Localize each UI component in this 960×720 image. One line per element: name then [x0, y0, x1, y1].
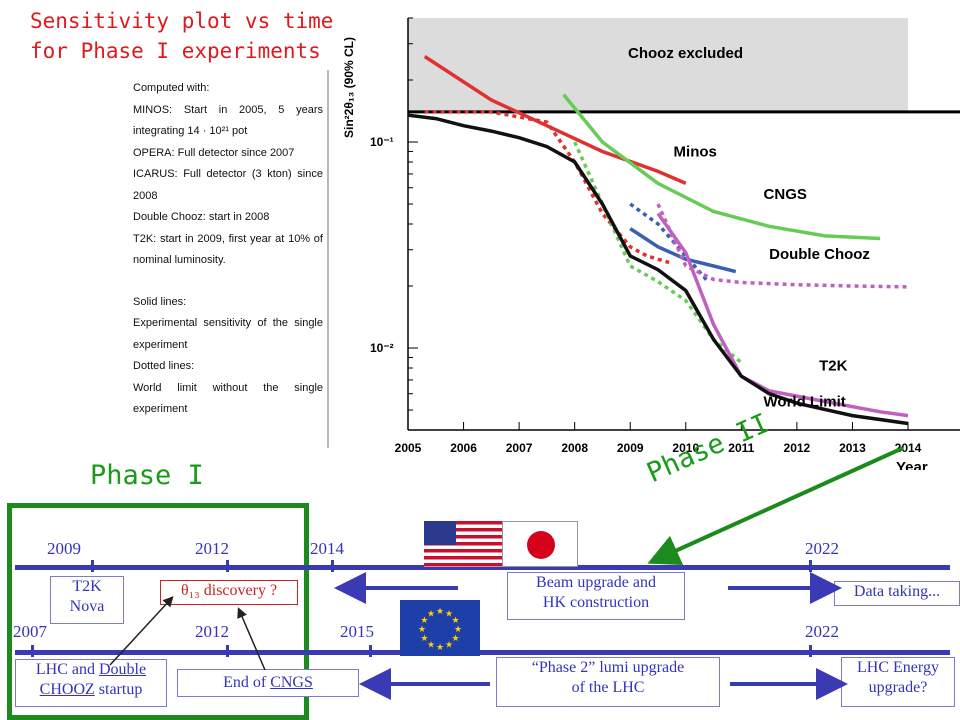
- svg-text:★: ★: [418, 625, 426, 635]
- x-tick-label: 2013: [839, 441, 866, 455]
- note-opera: OPERA: Full detector since 2007: [133, 146, 295, 159]
- timeline-bar-1: [15, 565, 950, 570]
- x-tick-label: 2010: [672, 441, 699, 455]
- tick: [91, 560, 94, 572]
- x-tick-label: 2006: [450, 441, 477, 455]
- note-minos: MINOS: Start in 2005, 5 years integratin…: [133, 103, 323, 138]
- tick: [369, 645, 372, 657]
- svg-text:★: ★: [420, 616, 428, 626]
- svg-text:★: ★: [436, 607, 444, 617]
- japan-flag: [502, 521, 578, 567]
- x-tick-label: 2005: [395, 441, 422, 455]
- end-of-text: End of: [223, 674, 271, 691]
- note-icarus: ICARUS: Full detector (3 kton) since 200…: [133, 168, 323, 202]
- lhc-text: LHC and: [35, 661, 99, 678]
- y-tick-label: 10⁻²: [370, 341, 394, 355]
- phase1-label: Phase I: [90, 460, 204, 491]
- excluded-region: [408, 18, 908, 112]
- x-axis-label: Year: [896, 459, 928, 470]
- dotted-heading: Dotted lines:: [133, 360, 195, 372]
- tick: [31, 645, 34, 657]
- x-tick-label: 2011: [728, 441, 754, 455]
- series-line: [629, 227, 737, 274]
- divider: [327, 70, 329, 448]
- theta13-discovery-box: θ₁₃ discovery ?: [160, 580, 298, 605]
- year-2009: 2009: [47, 539, 81, 559]
- series-label: T2K: [819, 357, 848, 374]
- svg-text:★: ★: [454, 625, 462, 635]
- computation-notes: Computed with: MINOS: Start in 2005, 5 y…: [133, 78, 323, 421]
- series-line: [629, 202, 710, 283]
- x-tick-label: 2007: [506, 441, 533, 455]
- cngs-link[interactable]: CNGS: [270, 674, 313, 691]
- notes-heading: Computed with:: [133, 82, 210, 94]
- note-t2k: T2K: start in 2009, first year at 10% of…: [133, 232, 323, 267]
- year-2014: 2014: [310, 539, 344, 559]
- note-double-chooz: Double Chooz: start in 2008: [133, 211, 270, 223]
- svg-text:★: ★: [452, 634, 460, 644]
- usa-flag: [424, 521, 502, 567]
- energy-upgrade-box: LHC Energy upgrade?: [841, 657, 955, 707]
- series-line: [407, 113, 909, 426]
- x-tick-label: 2014: [895, 441, 922, 455]
- tick: [809, 645, 812, 657]
- year-2007: 2007: [13, 622, 47, 642]
- series-label: World Limit: [764, 394, 846, 411]
- svg-text:★: ★: [420, 634, 428, 644]
- solid-heading: Solid lines:: [133, 295, 187, 308]
- dotted-text: World limit without the single experimen…: [133, 381, 323, 416]
- tick: [331, 560, 334, 572]
- svg-text:★: ★: [427, 609, 435, 619]
- year-2022: 2022: [805, 539, 839, 559]
- svg-text:★: ★: [436, 643, 444, 653]
- data-taking-box: Data taking...: [834, 581, 960, 606]
- y-tick-label: 10⁻¹: [370, 135, 394, 149]
- y-axis-label: Sin²2θ₁₃ (90% CL): [342, 37, 356, 138]
- series-line: [424, 110, 670, 265]
- phase2-arrow: [647, 446, 904, 565]
- eu-flag: ★ ★ ★ ★ ★ ★ ★ ★ ★ ★ ★ ★: [400, 600, 480, 656]
- year-2012-b: 2012: [195, 622, 229, 642]
- series-line: [656, 203, 909, 289]
- end-of-cngs-box: End of CNGS: [177, 669, 359, 697]
- svg-text:★: ★: [452, 616, 460, 626]
- chooz-link[interactable]: CHOOZ: [39, 681, 95, 698]
- startup-text: startup: [94, 681, 143, 698]
- t2k-nova-box: T2K Nova: [50, 576, 124, 624]
- x-tick-label: 2012: [784, 441, 811, 455]
- slide-title: Sensitivity plot vs time for Phase I exp…: [30, 9, 334, 63]
- lhc-double-chooz-box: LHC and Double CHOOZ startup: [15, 659, 167, 707]
- series-label: CNGS: [764, 186, 807, 203]
- series-label: Minos: [674, 144, 717, 161]
- series-label: Double Chooz: [769, 246, 870, 263]
- x-tick-label: 2008: [561, 441, 588, 455]
- sensitivity-chart: Chooz excluded 10⁻¹ 10⁻² 2005 2006 2007 2008 20…: [342, 17, 960, 470]
- svg-text:★: ★: [427, 641, 435, 651]
- series-line: [423, 55, 687, 186]
- lumi-upgrade-box: “Phase 2” lumi upgrade of the LHC: [496, 657, 720, 707]
- beam-upgrade-box: Beam upgrade and HK construction: [507, 572, 685, 620]
- excluded-label: Chooz excluded: [628, 45, 743, 62]
- tick: [226, 560, 229, 572]
- year-2012: 2012: [195, 539, 229, 559]
- double-link[interactable]: Double: [99, 661, 147, 678]
- x-tick-label: 2009: [617, 441, 644, 455]
- phase1-highlight-box: [7, 503, 309, 720]
- timeline-bar-2: [15, 650, 950, 655]
- series-line: [562, 93, 881, 241]
- year-2015: 2015: [340, 622, 374, 642]
- svg-text:★: ★: [445, 609, 453, 619]
- tick: [226, 645, 229, 657]
- svg-text:★: ★: [445, 641, 453, 651]
- year-2022-b: 2022: [805, 622, 839, 642]
- tick: [809, 560, 812, 572]
- solid-text: Experimental sensitivity of the single e…: [133, 317, 323, 351]
